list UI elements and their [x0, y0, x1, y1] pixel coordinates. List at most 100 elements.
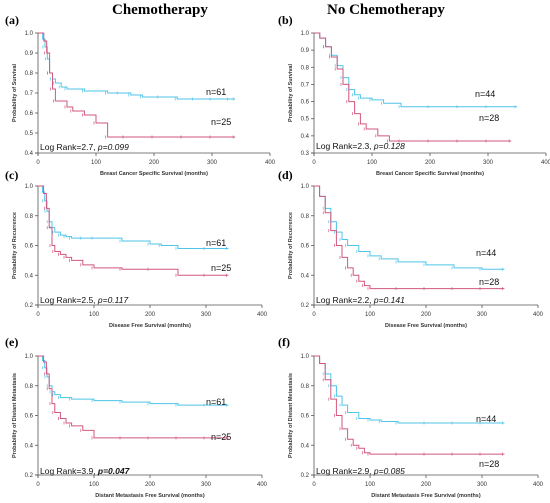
series-label-n28: n=28 [479, 113, 499, 123]
y-tick-label: 0.4 [301, 273, 310, 279]
y-axis-title: Probability of Distant Metastasis [288, 373, 294, 458]
x-tick-label: 300 [201, 482, 212, 488]
x-tick-label: 100 [91, 160, 102, 166]
log-rank-annotation: Log Rank=2.7, p=0.099 [40, 142, 129, 152]
y-tick-label: 0.4 [25, 443, 34, 449]
y-tick-label: 1.0 [301, 354, 310, 360]
x-tick-label: 0 [312, 482, 316, 488]
series-label-n61: n=61 [206, 87, 226, 97]
x-tick-label: 100 [367, 160, 378, 166]
x-tick-label: 100 [89, 482, 100, 488]
x-tick-label: 400 [265, 160, 276, 166]
y-tick-label: 0.4 [301, 134, 310, 140]
series-label-n25: n=25 [211, 432, 231, 442]
x-tick-label: 0 [36, 482, 40, 488]
column-header-chemotherapy: Chemotherapy [112, 2, 208, 18]
y-tick-label: 0.7 [301, 82, 310, 88]
series-label-n44: n=44 [476, 414, 496, 424]
y-tick-label: 0.9 [25, 51, 34, 57]
y-tick-label: 0.8 [25, 71, 34, 77]
x-tick-label: 300 [201, 312, 212, 318]
x-tick-label: 300 [477, 482, 488, 488]
x-axis-title: Distant Metastasis Free Survival (months… [95, 493, 205, 499]
x-tick-label: 200 [145, 482, 156, 488]
y-tick-label: 0.4 [25, 273, 34, 279]
x-tick-label: 300 [477, 312, 488, 318]
log-rank-annotation: Log Rank=3.9, p=0.047 [40, 466, 131, 476]
y-tick-label: 0.6 [25, 414, 34, 420]
panel-b: 0 100 200 300 400 0.3 0.4 0.5 0.6 0.7 0.8 0.9 1.0 Bre… [288, 31, 550, 177]
series-label-n44: n=44 [476, 248, 496, 258]
y-axis-title: Probability of Recurrence [12, 212, 18, 279]
x-tick-label: 0 [36, 312, 40, 318]
km-curve-n28 [314, 32, 512, 142]
panel-label-d: (d) [278, 168, 293, 182]
y-axis-title: Probability of Recurrence [288, 212, 294, 279]
y-axis-title: Probability of Survival [288, 63, 294, 122]
log-rank-value: Log Rank=2.3, [316, 141, 374, 151]
x-tick-label: 200 [425, 160, 436, 166]
series-label-n28: n=28 [479, 459, 499, 469]
x-axis-title: Breast Cancer Specific Survival (months) [376, 171, 484, 177]
y-tick-label: 0.4 [301, 443, 310, 449]
log-rank-value: Log Rank=2.7, [40, 142, 98, 152]
x-tick-label: 200 [149, 160, 160, 166]
p-value: p=0.117 [97, 295, 129, 305]
km-curve-n61 [38, 355, 229, 406]
y-tick-label: 0.8 [301, 384, 310, 390]
panel-c: 0 100 200 300 400 0.2 0.4 0.6 0.8 1.0 Disease Free… [12, 184, 268, 329]
km-curve-n25 [38, 355, 229, 439]
y-tick-label: 0.6 [301, 100, 310, 106]
log-rank-value: Log Rank=2.2, [316, 295, 374, 305]
y-tick-label: 0.8 [301, 214, 310, 220]
p-value: p=0.128 [373, 141, 405, 151]
y-tick-label: 0.6 [301, 244, 310, 250]
log-rank-annotation: Log Rank=2.3, p=0.128 [316, 141, 405, 151]
y-tick-label: 1.0 [301, 184, 310, 190]
panel-label-f: (f) [278, 335, 290, 349]
panel-d: 0 100 200 300 400 0.2 0.4 0.6 0.8 1.0 Disease Free… [288, 184, 544, 329]
x-tick-label: 400 [541, 160, 550, 166]
panel-f: 0 100 200 300 400 0.2 0.4 0.6 0.8 1.0 Distant Meta… [288, 354, 544, 499]
km-curve-n25 [38, 32, 236, 138]
series-label-n25: n=25 [211, 263, 231, 273]
log-rank-annotation: Log Rank=2.2, p=0.141 [316, 295, 405, 305]
y-tick-label: 0.2 [25, 473, 34, 479]
y-tick-label: 0.9 [301, 48, 310, 54]
x-tick-label: 100 [89, 312, 100, 318]
y-tick-label: 1.0 [25, 31, 34, 37]
km-curve-n28 [314, 185, 505, 290]
x-tick-label: 100 [365, 312, 376, 318]
y-tick-label: 0.5 [25, 131, 34, 137]
y-tick-label: 0.5 [301, 117, 310, 123]
log-rank-value: Log Rank=2.9, [316, 466, 374, 476]
x-tick-label: 0 [312, 312, 316, 318]
log-rank-value: Log Rank=2.5, [40, 295, 98, 305]
y-tick-label: 0.3 [301, 151, 310, 157]
y-tick-label: 0.2 [301, 473, 310, 479]
km-curve-n44 [314, 355, 505, 424]
y-tick-label: 1.0 [25, 184, 34, 190]
y-axis-title: Probability of Distant Metastasis [12, 373, 18, 458]
km-curve-n61 [38, 185, 229, 249]
p-value: p=0.099 [97, 142, 129, 152]
y-tick-label: 0.8 [25, 214, 34, 220]
x-tick-label: 400 [257, 482, 268, 488]
y-axis-title: Probability of Survival [12, 63, 18, 122]
y-tick-label: 0.7 [25, 91, 34, 97]
log-rank-annotation: Log Rank=2.9, p=0.085 [316, 466, 405, 476]
x-tick-label: 0 [36, 160, 40, 166]
x-tick-label: 300 [483, 160, 494, 166]
y-tick-label: 0.8 [25, 384, 34, 390]
y-tick-label: 0.6 [25, 244, 34, 250]
y-tick-label: 0.2 [25, 303, 34, 309]
series-label-n44: n=44 [475, 89, 495, 99]
x-tick-label: 200 [421, 312, 432, 318]
p-value: p=0.141 [373, 295, 405, 305]
panel-label-a: (a) [5, 13, 19, 27]
km-curve-n28 [314, 355, 505, 455]
p-value: p=0.047 [97, 466, 131, 476]
x-tick-label: 200 [421, 482, 432, 488]
column-header-no-chemotherapy: No Chemotherapy [327, 2, 445, 18]
panel-label-c: (c) [5, 168, 19, 182]
